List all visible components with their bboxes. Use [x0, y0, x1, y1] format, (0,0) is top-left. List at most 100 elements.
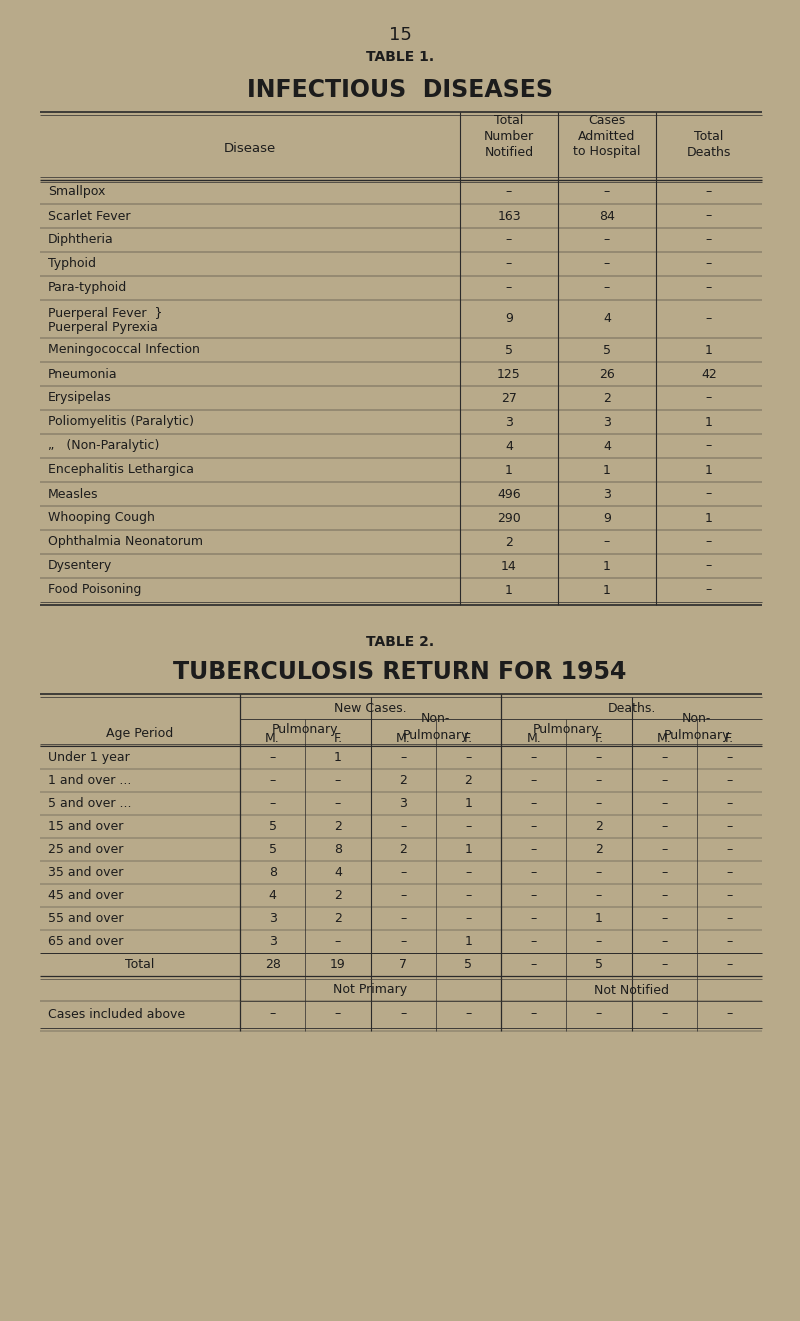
Text: –: – — [400, 935, 406, 948]
Text: –: – — [726, 774, 733, 787]
Text: –: – — [466, 867, 471, 878]
Text: 55 and over: 55 and over — [48, 911, 123, 925]
Text: F.: F. — [594, 733, 603, 745]
Text: 3: 3 — [269, 911, 277, 925]
Text: 3: 3 — [505, 416, 513, 428]
Text: 3: 3 — [603, 416, 611, 428]
Text: –: – — [400, 867, 406, 878]
Text: Scarlet Fever: Scarlet Fever — [48, 210, 130, 222]
Text: 4: 4 — [505, 440, 513, 453]
Text: –: – — [270, 752, 276, 764]
Text: 4: 4 — [603, 313, 611, 325]
Text: –: – — [661, 935, 667, 948]
Text: –: – — [706, 313, 712, 325]
Text: F.: F. — [464, 733, 473, 745]
Text: –: – — [530, 889, 537, 902]
Text: Non-
Pulmonary: Non- Pulmonary — [663, 712, 730, 741]
Text: 3: 3 — [269, 935, 277, 948]
Text: Deaths.: Deaths. — [607, 701, 656, 715]
Text: M.: M. — [526, 733, 541, 745]
Text: –: – — [726, 1008, 733, 1021]
Text: 9: 9 — [505, 313, 513, 325]
Text: Erysipelas: Erysipelas — [48, 391, 112, 404]
Text: –: – — [530, 867, 537, 878]
Text: TABLE 2.: TABLE 2. — [366, 635, 434, 649]
Text: –: – — [506, 281, 512, 295]
Text: Typhoid: Typhoid — [48, 258, 96, 271]
Text: –: – — [530, 911, 537, 925]
Text: 1 and over ...: 1 and over ... — [48, 774, 131, 787]
Text: Puerperal Fever  }: Puerperal Fever } — [48, 306, 162, 320]
Text: –: – — [726, 958, 733, 971]
Text: –: – — [596, 1008, 602, 1021]
Text: –: – — [726, 797, 733, 810]
Text: 5: 5 — [603, 343, 611, 357]
Text: 2: 2 — [595, 843, 603, 856]
Text: –: – — [530, 797, 537, 810]
Text: M.: M. — [396, 733, 410, 745]
Text: –: – — [604, 258, 610, 271]
Text: 2: 2 — [399, 843, 407, 856]
Text: Diphtheria: Diphtheria — [48, 234, 114, 247]
Text: 25 and over: 25 and over — [48, 843, 123, 856]
Text: 5: 5 — [595, 958, 603, 971]
Text: –: – — [530, 752, 537, 764]
Text: –: – — [726, 820, 733, 834]
Text: 5: 5 — [269, 820, 277, 834]
Text: 45 and over: 45 and over — [48, 889, 123, 902]
Text: –: – — [706, 234, 712, 247]
Text: –: – — [466, 911, 471, 925]
Text: –: – — [530, 843, 537, 856]
Text: –: – — [726, 935, 733, 948]
Text: –: – — [400, 889, 406, 902]
Text: –: – — [604, 234, 610, 247]
Text: Under 1 year: Under 1 year — [48, 752, 130, 764]
Text: –: – — [661, 911, 667, 925]
Text: 496: 496 — [497, 487, 521, 501]
Text: –: – — [400, 820, 406, 834]
Text: Poliomyelitis (Paralytic): Poliomyelitis (Paralytic) — [48, 416, 194, 428]
Text: –: – — [400, 911, 406, 925]
Text: –: – — [661, 889, 667, 902]
Text: –: – — [530, 820, 537, 834]
Text: 1: 1 — [705, 511, 713, 524]
Text: 1: 1 — [705, 464, 713, 477]
Text: –: – — [706, 487, 712, 501]
Text: 15: 15 — [389, 26, 411, 44]
Text: 2: 2 — [334, 889, 342, 902]
Text: –: – — [706, 281, 712, 295]
Text: Cases included above: Cases included above — [48, 1008, 185, 1021]
Text: –: – — [530, 1008, 537, 1021]
Text: Not Primary: Not Primary — [334, 984, 407, 996]
Text: –: – — [530, 958, 537, 971]
Text: 2: 2 — [334, 820, 342, 834]
Text: 7: 7 — [399, 958, 407, 971]
Text: 9: 9 — [603, 511, 611, 524]
Text: 42: 42 — [701, 367, 717, 380]
Text: Total: Total — [126, 958, 154, 971]
Text: –: – — [334, 935, 341, 948]
Text: Not Notified: Not Notified — [594, 984, 669, 996]
Text: –: – — [706, 560, 712, 572]
Text: 1: 1 — [465, 935, 472, 948]
Text: –: – — [726, 867, 733, 878]
Text: –: – — [726, 911, 733, 925]
Text: 1: 1 — [505, 584, 513, 597]
Text: 3: 3 — [399, 797, 407, 810]
Text: –: – — [506, 258, 512, 271]
Text: 1: 1 — [705, 343, 713, 357]
Text: 4: 4 — [603, 440, 611, 453]
Text: –: – — [596, 935, 602, 948]
Text: TABLE 1.: TABLE 1. — [366, 50, 434, 63]
Text: 65 and over: 65 and over — [48, 935, 123, 948]
Text: Disease: Disease — [224, 141, 276, 155]
Text: –: – — [596, 889, 602, 902]
Text: 2: 2 — [595, 820, 603, 834]
Text: 8: 8 — [334, 843, 342, 856]
Text: 28: 28 — [265, 958, 281, 971]
Text: –: – — [706, 210, 712, 222]
Text: New Cases.: New Cases. — [334, 701, 407, 715]
Text: –: – — [596, 797, 602, 810]
Text: –: – — [661, 843, 667, 856]
Text: –: – — [270, 1008, 276, 1021]
